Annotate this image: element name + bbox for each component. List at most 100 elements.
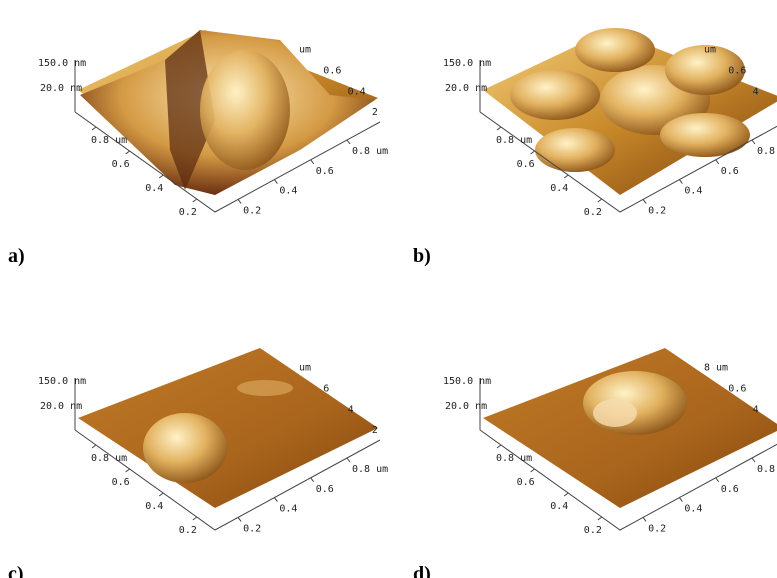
tick-label: 0.6 [721, 484, 739, 495]
panel-label: b) [413, 245, 431, 267]
tick [598, 517, 602, 520]
tick [274, 498, 277, 502]
tick-label: 0.6 [112, 159, 130, 170]
z-label: 150.0 nm [38, 376, 86, 387]
z-label: 20.0 nm [445, 83, 487, 94]
tick-label: 6 [323, 383, 329, 394]
tick-label: 0.8 um [757, 146, 777, 157]
tick [193, 199, 197, 202]
tick-label: 0.2 [179, 207, 197, 218]
tick-label: 0.8 um [91, 135, 127, 146]
tick [126, 151, 130, 154]
tick-label: 0.6 [728, 383, 746, 394]
z-label: 20.0 nm [40, 83, 82, 94]
tick [497, 445, 501, 448]
tick-label: 0.4 [279, 186, 297, 197]
panel-label: a) [8, 245, 25, 267]
tick [564, 175, 568, 178]
tick [497, 127, 501, 130]
tick [92, 445, 96, 448]
tick [716, 478, 719, 482]
surface-feature [200, 50, 290, 170]
tick [531, 151, 535, 154]
afm-panel: 150.0 nm 20.0 nm 0.8 um 0.6 0.4 0.2 0.2 0.4 0.6 0… [413, 348, 777, 578]
tick [752, 140, 755, 144]
tick-label: 0.4 [684, 504, 702, 515]
tick-label: 0.6 [316, 166, 334, 177]
z-label: 20.0 nm [445, 401, 487, 412]
tick [347, 140, 350, 144]
tick-label: 0.8 um [352, 464, 388, 475]
tick-label: 8 um [704, 363, 728, 374]
tick-label: 0.4 [145, 501, 163, 512]
surface-feature [510, 70, 600, 120]
tick [274, 180, 277, 184]
z-label: 150.0 nm [443, 58, 491, 69]
surface-feature [535, 128, 615, 172]
tick-label: 0.2 [243, 205, 261, 216]
tick-label: 4 [753, 404, 759, 415]
tick-label: 0.2 [584, 525, 602, 536]
tick [564, 493, 568, 496]
tick-label: 0.8 um [496, 135, 532, 146]
tick-label: 0.6 [316, 484, 334, 495]
tick-label: 0.6 [721, 166, 739, 177]
tick-label: 2 [372, 107, 378, 118]
tick-label: 0.2 [648, 523, 666, 534]
tick [752, 458, 755, 462]
surface-feature [660, 113, 750, 157]
z-label: 150.0 nm [443, 376, 491, 387]
tick [598, 199, 602, 202]
surface-feature [143, 413, 227, 483]
tick [531, 469, 535, 472]
tick-label: 2 [372, 425, 378, 436]
tick [311, 478, 314, 482]
surface-feature [237, 380, 293, 396]
panel-label: c) [8, 563, 24, 578]
tick [643, 517, 646, 521]
tick-label: 4 [753, 86, 759, 97]
tick-label: 0.4 [550, 501, 568, 512]
tick-label: 0.8 um [352, 146, 388, 157]
tick [643, 199, 646, 203]
tick-label: 0.4 [348, 86, 366, 97]
panel-label: d) [413, 563, 431, 578]
tick-label: 0.2 [648, 205, 666, 216]
tick-label: 0.8 um [496, 453, 532, 464]
tick-label: um [299, 45, 311, 56]
surface-feature [575, 28, 655, 72]
tick-label: 0.4 [145, 183, 163, 194]
tick-label: 0.4 [684, 186, 702, 197]
tick-label: 4 [348, 404, 354, 415]
tick-label: 0.4 [279, 504, 297, 515]
tick-label: um [299, 363, 311, 374]
tick-label: 0.8 um [91, 453, 127, 464]
surface-feature [583, 371, 687, 435]
tick-label: 0.8 um [757, 464, 777, 475]
tick-label: 0.2 [243, 523, 261, 534]
z-label: 20.0 nm [40, 401, 82, 412]
tick [159, 493, 163, 496]
tick [238, 517, 241, 521]
tick [311, 160, 314, 164]
tick [193, 517, 197, 520]
tick-label: 0.6 [517, 159, 535, 170]
tick-label: 0.6 [323, 65, 341, 76]
surface-feature [593, 399, 637, 427]
tick [159, 175, 163, 178]
tick [347, 458, 350, 462]
tick [679, 180, 682, 184]
tick [679, 498, 682, 502]
tick [716, 160, 719, 164]
tick-label: 0.6 [517, 477, 535, 488]
z-label: 150.0 nm [38, 58, 86, 69]
tick-label: 0.4 [550, 183, 568, 194]
tick [126, 469, 130, 472]
tick-label: 0.2 [179, 525, 197, 536]
tick-label: 0.6 [728, 65, 746, 76]
tick-label: um [704, 45, 716, 56]
figure: 150.0 nm 20.0 nm 0.8 um 0.6 0.4 0.2 0.2 0.4 0.6 0… [0, 0, 777, 578]
tick [92, 127, 96, 130]
